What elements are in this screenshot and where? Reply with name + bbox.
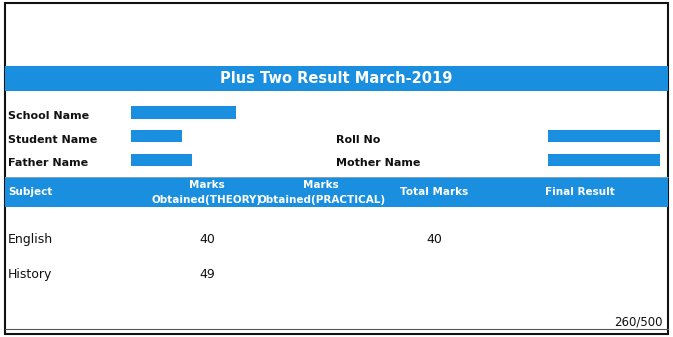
Text: Marks: Marks [304, 180, 339, 190]
Bar [131, 130, 182, 142]
Text: English: English [8, 233, 53, 246]
Text: Total Marks: Total Marks [400, 187, 468, 197]
Text: Obtained(PRACTICAL): Obtained(PRACTICAL) [257, 194, 386, 205]
Text: Father Name: Father Name [8, 158, 88, 168]
Text: Mother Name: Mother Name [336, 158, 421, 168]
Text: School Name: School Name [8, 111, 90, 121]
Text: Student Name: Student Name [8, 135, 98, 145]
Text: Obtained(THEORY): Obtained(THEORY) [152, 194, 262, 205]
Text: Subject: Subject [8, 187, 52, 197]
Bar [548, 154, 660, 166]
Text: Plus Two Result March-2019: Plus Two Result March-2019 [220, 71, 453, 86]
Bar [548, 130, 660, 142]
Text: 49: 49 [199, 268, 215, 281]
Bar [131, 154, 192, 166]
Text: Marks: Marks [189, 180, 225, 190]
Bar [172, 106, 236, 119]
Text: History: History [8, 268, 52, 281]
Bar [131, 106, 209, 119]
Bar [5, 177, 668, 207]
Bar [5, 66, 668, 91]
Text: Final Result: Final Result [544, 187, 614, 197]
Text: Roll No: Roll No [336, 135, 381, 145]
Text: 40: 40 [199, 233, 215, 246]
Text: 260/500: 260/500 [614, 315, 663, 328]
Text: 40: 40 [426, 233, 442, 246]
